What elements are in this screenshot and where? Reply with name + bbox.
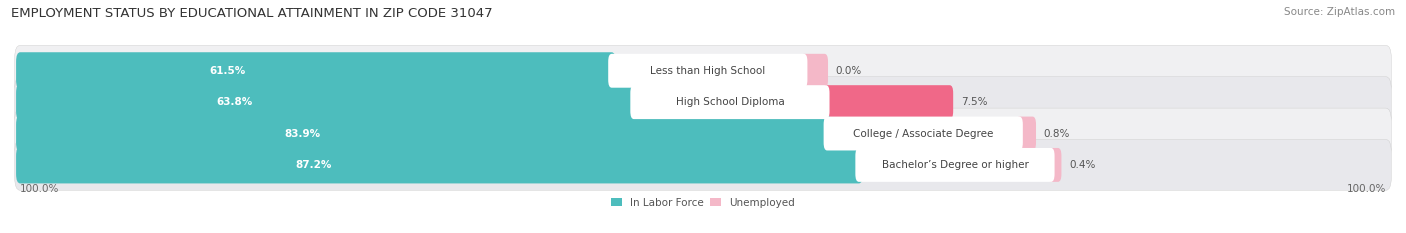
Text: EMPLOYMENT STATUS BY EDUCATIONAL ATTAINMENT IN ZIP CODE 31047: EMPLOYMENT STATUS BY EDUCATIONAL ATTAINM… [11, 7, 494, 20]
Text: 0.4%: 0.4% [1069, 160, 1095, 170]
FancyBboxPatch shape [15, 52, 616, 89]
Text: Bachelor’s Degree or higher: Bachelor’s Degree or higher [882, 160, 1028, 170]
FancyBboxPatch shape [14, 45, 1392, 96]
FancyBboxPatch shape [14, 108, 1392, 159]
FancyBboxPatch shape [823, 85, 953, 119]
Text: 63.8%: 63.8% [217, 97, 253, 107]
FancyBboxPatch shape [800, 54, 828, 88]
Text: 100.0%: 100.0% [20, 184, 59, 194]
Text: 61.5%: 61.5% [209, 66, 245, 76]
Text: College / Associate Degree: College / Associate Degree [853, 129, 994, 139]
Text: High School Diploma: High School Diploma [675, 97, 785, 107]
FancyBboxPatch shape [609, 54, 807, 88]
Text: 0.8%: 0.8% [1043, 129, 1070, 139]
FancyBboxPatch shape [15, 146, 863, 183]
Text: 83.9%: 83.9% [284, 129, 321, 139]
FancyBboxPatch shape [855, 148, 1054, 182]
FancyBboxPatch shape [14, 140, 1392, 190]
Text: 100.0%: 100.0% [1347, 184, 1386, 194]
Text: 87.2%: 87.2% [295, 160, 332, 170]
Legend: In Labor Force, Unemployed: In Labor Force, Unemployed [612, 198, 794, 208]
FancyBboxPatch shape [1017, 116, 1036, 151]
FancyBboxPatch shape [15, 115, 831, 152]
FancyBboxPatch shape [15, 84, 638, 121]
Text: Less than High School: Less than High School [650, 66, 765, 76]
FancyBboxPatch shape [14, 77, 1392, 127]
Text: 0.0%: 0.0% [835, 66, 862, 76]
FancyBboxPatch shape [1047, 148, 1062, 182]
FancyBboxPatch shape [824, 116, 1022, 151]
FancyBboxPatch shape [630, 85, 830, 119]
Text: Source: ZipAtlas.com: Source: ZipAtlas.com [1284, 7, 1395, 17]
Text: 7.5%: 7.5% [960, 97, 987, 107]
